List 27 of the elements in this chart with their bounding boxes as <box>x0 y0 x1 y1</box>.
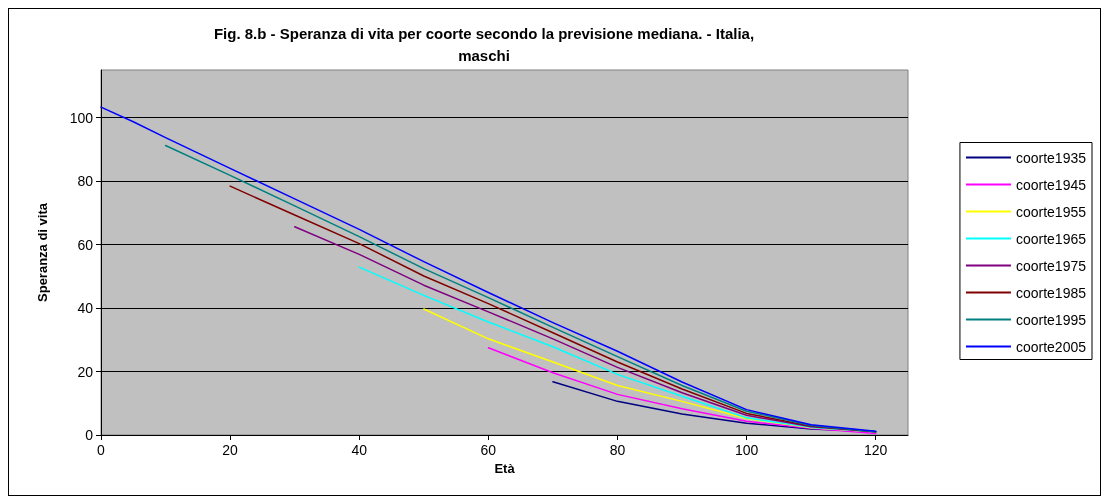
legend-label: coorte1975 <box>1015 257 1087 274</box>
legend-label: coorte1955 <box>1015 203 1087 220</box>
x-tick-label: 0 <box>97 442 106 458</box>
legend-label: coorte2005 <box>1015 338 1087 355</box>
y-axis-title: Speranza di vita <box>35 202 50 302</box>
x-tick-label: 40 <box>351 442 368 458</box>
line-series <box>164 144 877 433</box>
legend-label: coorte1945 <box>1015 176 1087 193</box>
y-tick-label: 0 <box>85 427 94 443</box>
line-series <box>487 346 877 435</box>
y-tick-label: 60 <box>77 236 94 253</box>
x-tick-label: 80 <box>609 442 626 458</box>
x-tick-label: 100 <box>734 442 759 458</box>
y-tick-label: 100 <box>69 109 94 126</box>
y-tick-label: 20 <box>77 363 94 380</box>
legend-label: coorte1965 <box>1015 230 1087 247</box>
legend-label: coorte1935 <box>1015 149 1087 166</box>
legend-label: coorte1995 <box>1015 311 1087 328</box>
y-tick-label: 80 <box>77 173 94 190</box>
chart-title: Fig. 8.b - Speranza di vita per coorte secondo la previsione mediana. - Italia, maschi <box>213 24 755 64</box>
x-tick-label: 120 <box>864 442 888 458</box>
x-tick-label: 60 <box>480 442 497 458</box>
x-tick-label: 20 <box>222 442 239 458</box>
legend-label: coorte1985 <box>1015 284 1087 301</box>
line-series <box>100 106 877 432</box>
x-axis-title: Età <box>494 460 516 476</box>
y-tick-label: 40 <box>77 300 94 317</box>
